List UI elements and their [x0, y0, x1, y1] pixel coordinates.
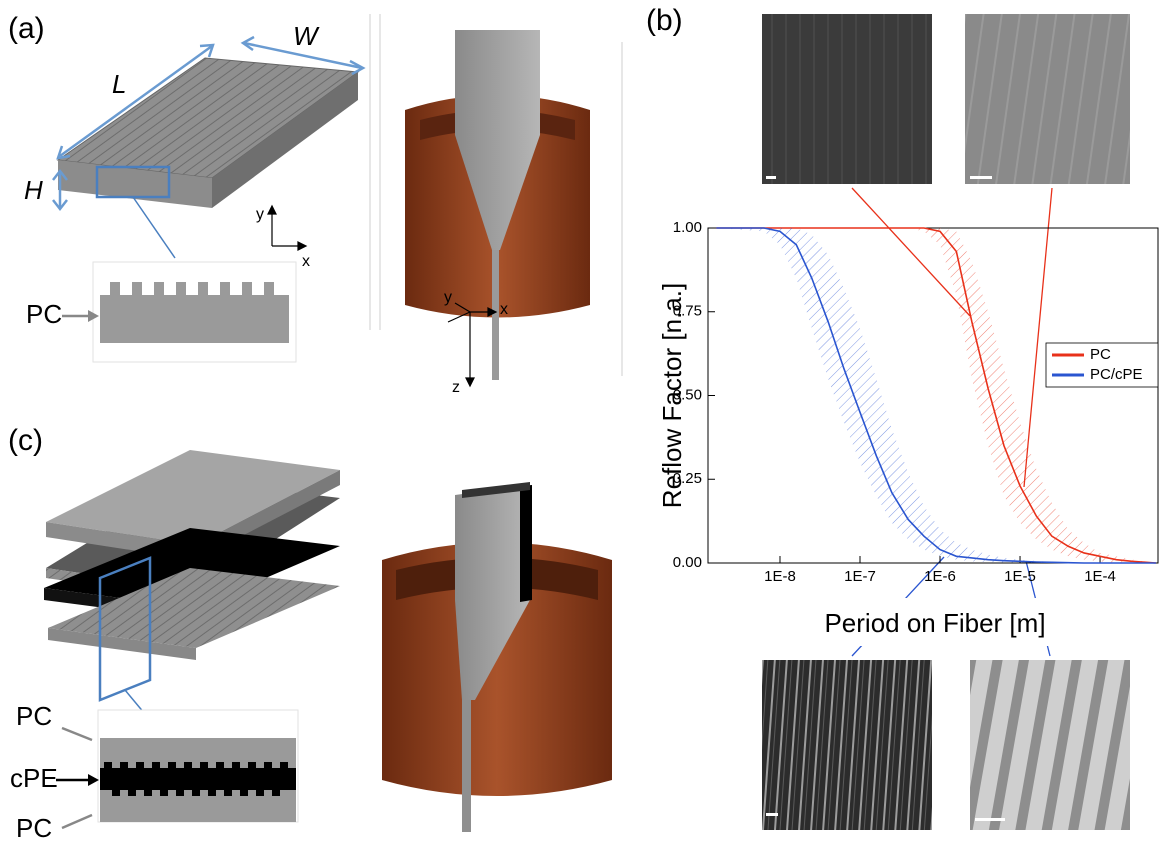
x-tick-label: 1E-6	[924, 568, 956, 585]
sem-image	[762, 14, 932, 184]
x-tick-label: 1E-4	[1084, 568, 1116, 585]
panel-label: (b)	[646, 4, 683, 37]
material-label: cPE	[10, 763, 58, 793]
legend-label: PC/cPE	[1090, 366, 1143, 383]
layer-stack	[44, 450, 340, 720]
draw-tower	[382, 482, 612, 832]
series-line	[716, 228, 1156, 563]
material-label: PC	[16, 813, 52, 843]
draw-tower	[405, 30, 590, 386]
axis-letter: y	[444, 289, 452, 306]
x-tick-label: 1E-8	[764, 568, 796, 585]
dimension-label: H	[24, 175, 43, 205]
sem-image	[970, 660, 1130, 830]
plot-frame	[708, 228, 1158, 563]
y-tick-label: 1.00	[673, 219, 702, 236]
sem-image	[762, 660, 932, 830]
legend-label: PC	[1090, 346, 1111, 363]
series-line	[716, 228, 1156, 563]
y-axis-label: Reflow Factor [n.a.]	[657, 283, 687, 508]
sem-image	[965, 14, 1130, 184]
y-tick-label: 0.00	[673, 554, 702, 571]
axis-letter: z	[452, 379, 460, 396]
uncertainty-band	[716, 228, 1156, 563]
cross-section-inset	[56, 710, 298, 828]
axis-letter: x	[500, 301, 508, 318]
x-tick-label: 1E-5	[1004, 568, 1036, 585]
x-axis-label: Period on Fiber [m]	[824, 608, 1045, 638]
panel-label: (c)	[8, 424, 43, 457]
material-label: PC	[26, 299, 62, 329]
material-label: PC	[16, 701, 52, 731]
uncertainty-band	[716, 228, 1156, 563]
figure: (a) L W H y x PC	[0, 0, 1160, 846]
grooved-slab	[58, 58, 358, 258]
cross-section-inset	[62, 262, 296, 362]
axis-letter: x	[302, 253, 310, 270]
panel-label: (a)	[8, 12, 45, 45]
axis-icon	[268, 206, 306, 250]
dimension-label: W	[293, 21, 320, 51]
dimension-label: L	[112, 69, 126, 99]
axis-letter: y	[256, 206, 264, 223]
x-tick-label: 1E-7	[844, 568, 876, 585]
